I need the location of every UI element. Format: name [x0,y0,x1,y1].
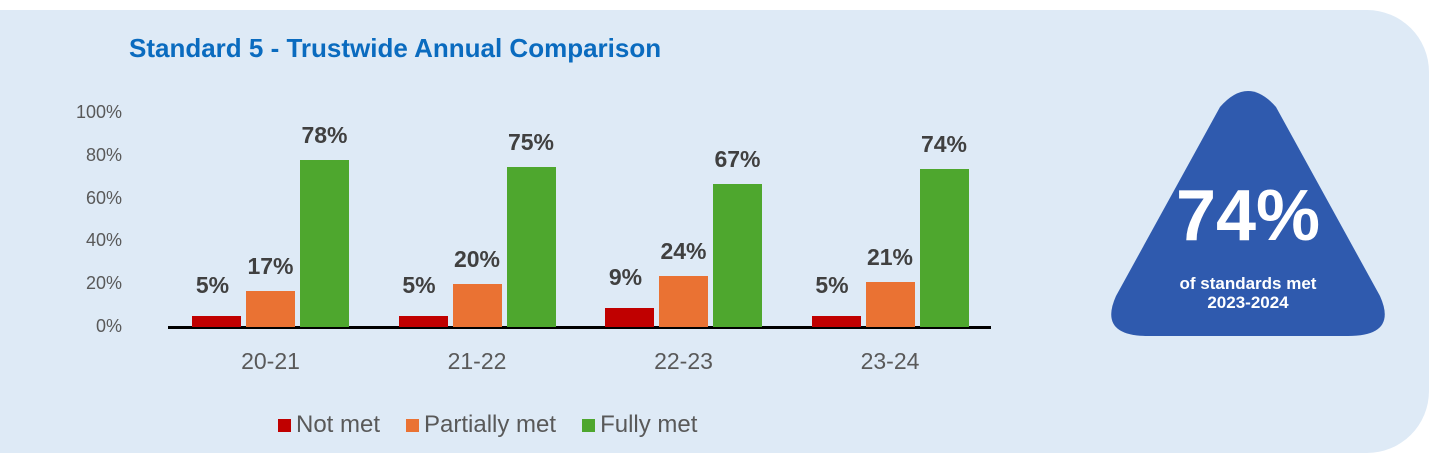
bar-value-label: 24% [660,237,707,264]
bar-not-met [811,316,861,327]
bar-not-met [398,316,448,327]
legend-label: Fully met [600,411,698,438]
bar-not-met [192,316,241,327]
legend: Not met Partially met Fully met [278,411,723,439]
y-tick-label: 100% [75,102,122,122]
y-tick-label: 80% [85,144,122,165]
badge-period: 2023-2024 [1207,293,1289,312]
triangle-badge-icon [1111,91,1385,336]
badge-value: 74% [1175,176,1321,256]
bar-value-label: 74% [920,130,968,157]
y-tick-label: 60% [85,187,122,208]
bar-value-label: 5% [195,272,230,299]
x-category-label: 21-22 [447,348,507,374]
x-category-label: 23-24 [860,348,920,374]
bar-not-met [605,307,654,327]
fully-met-swatch-icon [582,418,596,432]
badge-caption: of standards met [1179,274,1317,293]
y-tick-label: 20% [85,273,122,294]
chart-title: Standard 5 - Trustwide Annual Comparison [129,33,662,63]
bar-partially-met [452,284,502,327]
legend-item-partially-met: Partially met [406,411,556,439]
bar-partially-met [246,290,295,327]
bar-value-label: 75% [507,128,555,155]
bar-value-label: 20% [453,246,501,273]
legend-item-not-met: Not met [278,411,380,439]
bar-value-label: 9% [608,263,643,290]
bar-partially-met [865,282,915,327]
bar-partially-met [659,275,708,327]
x-category-label: 20-21 [241,348,300,374]
bar-value-label: 67% [714,145,761,172]
bar-fully-met [919,168,969,327]
partially-met-swatch-icon [406,418,420,432]
legend-item-fully-met: Fully met [582,411,697,439]
bar-fully-met [506,166,556,327]
bar-value-label: 5% [815,272,849,299]
x-category-label: 22-23 [654,348,713,374]
bar-value-label: 21% [866,244,914,271]
bar-value-label: 5% [402,272,436,299]
bar-fully-met [713,183,762,327]
bar-fully-met [300,160,349,327]
y-tick-label: 40% [85,230,122,251]
not-met-swatch-icon [278,418,291,432]
bar-value-label: 17% [247,252,294,279]
bar-value-label: 78% [301,122,348,149]
legend-label: Partially met [424,411,557,438]
y-tick-label: 0% [95,316,122,336]
x-axis-line [168,326,991,329]
legend-label: Not met [296,411,381,438]
